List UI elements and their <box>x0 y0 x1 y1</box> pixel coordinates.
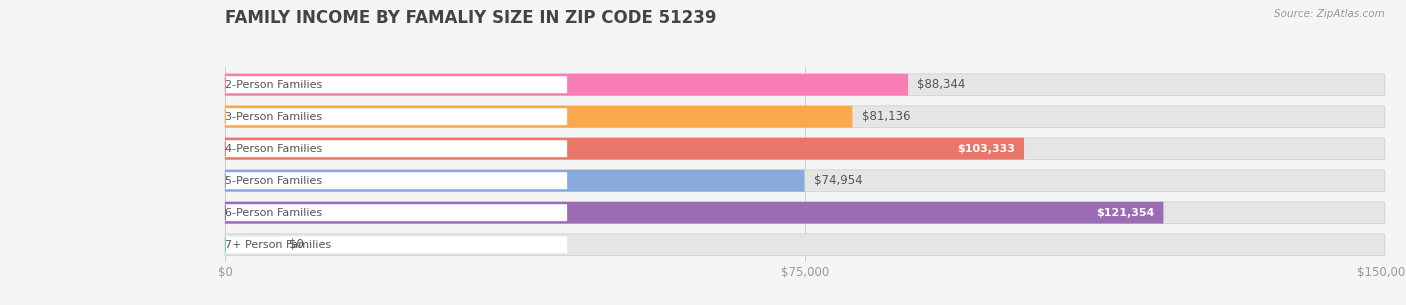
FancyBboxPatch shape <box>225 106 852 127</box>
FancyBboxPatch shape <box>225 236 277 249</box>
Text: 3-Person Families: 3-Person Families <box>225 112 322 122</box>
FancyBboxPatch shape <box>225 74 1385 95</box>
Text: 7+ Person Families: 7+ Person Families <box>225 240 330 250</box>
FancyBboxPatch shape <box>225 140 567 157</box>
Text: Source: ZipAtlas.com: Source: ZipAtlas.com <box>1274 9 1385 19</box>
FancyBboxPatch shape <box>225 236 567 253</box>
Text: 2-Person Families: 2-Person Families <box>225 80 322 90</box>
FancyBboxPatch shape <box>225 108 567 125</box>
FancyBboxPatch shape <box>225 170 1385 192</box>
Text: $74,954: $74,954 <box>814 174 862 187</box>
FancyBboxPatch shape <box>225 204 567 221</box>
FancyBboxPatch shape <box>225 76 567 93</box>
Text: $121,354: $121,354 <box>1095 208 1154 218</box>
FancyBboxPatch shape <box>225 106 1385 127</box>
FancyBboxPatch shape <box>225 172 567 189</box>
FancyBboxPatch shape <box>225 138 1385 160</box>
Text: $88,344: $88,344 <box>917 78 966 91</box>
FancyBboxPatch shape <box>225 202 1163 224</box>
FancyBboxPatch shape <box>225 138 1024 160</box>
Text: 5-Person Families: 5-Person Families <box>225 176 322 186</box>
Text: 4-Person Families: 4-Person Families <box>225 144 322 154</box>
FancyBboxPatch shape <box>225 170 804 192</box>
Text: $81,136: $81,136 <box>862 110 910 123</box>
Text: $103,333: $103,333 <box>957 144 1015 154</box>
FancyBboxPatch shape <box>225 202 1385 224</box>
Text: 6-Person Families: 6-Person Families <box>225 208 322 218</box>
FancyBboxPatch shape <box>225 234 1385 256</box>
Text: $0: $0 <box>288 238 304 251</box>
Text: FAMILY INCOME BY FAMALIY SIZE IN ZIP CODE 51239: FAMILY INCOME BY FAMALIY SIZE IN ZIP COD… <box>225 9 717 27</box>
FancyBboxPatch shape <box>225 74 908 95</box>
